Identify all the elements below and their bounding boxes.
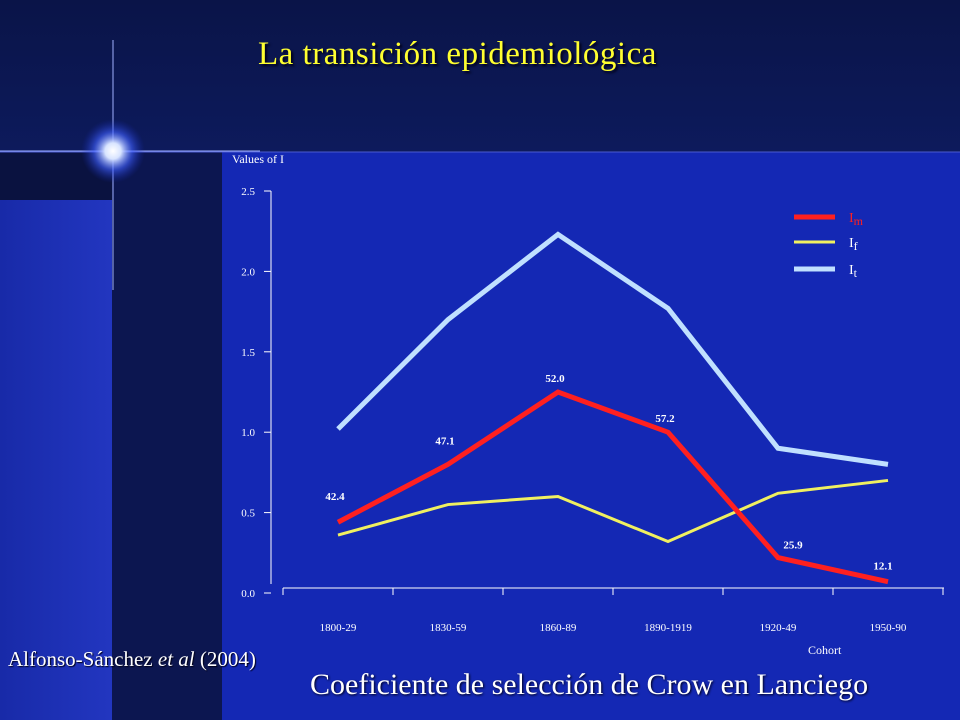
- legend-label-Im: Im: [849, 211, 864, 228]
- x-tick-label: 1830-59: [430, 622, 467, 634]
- citation: Alfonso-Sánchez et al (2004): [8, 647, 256, 672]
- x-tick-label: 1950-90: [870, 622, 907, 634]
- data-label-Im: 42.4: [325, 491, 345, 503]
- citation-year: (2004): [194, 647, 256, 671]
- y-tick-label: 2.0: [241, 266, 255, 278]
- slide-title: La transición epidemiológica: [258, 36, 657, 72]
- slide-subtitle: Coeficiente de selección de Crow en Lanc…: [310, 668, 869, 701]
- y-axis-label: Values of I: [232, 152, 284, 166]
- series-line-Im: [336, 389, 889, 585]
- star-glow-icon: [81, 119, 145, 183]
- x-tick-label: 1800-29: [320, 622, 357, 634]
- y-tick-label: 0.0: [241, 588, 255, 600]
- x-tick-label: 1920-49: [760, 622, 797, 634]
- y-tick-label: 0.5: [241, 508, 255, 520]
- x-axis-label: Cohort: [808, 643, 842, 657]
- x-tick-label: 1860-89: [540, 622, 577, 634]
- chart-legend: Im If It: [794, 211, 864, 280]
- legend-label-If: If: [849, 236, 858, 253]
- legend-label-It: It: [849, 263, 858, 280]
- data-label-Im: 52.0: [545, 373, 565, 385]
- series-line-If: [337, 478, 889, 544]
- x-tick-label: 1890-1919: [644, 622, 692, 634]
- data-label-Im: 57.2: [655, 413, 675, 425]
- citation-etal: et al: [157, 647, 195, 671]
- data-label-Im: 25.9: [783, 540, 803, 552]
- y-tick-label: 1.0: [241, 427, 255, 439]
- data-label-Im: 12.1: [873, 561, 892, 573]
- series-line-It: [336, 231, 889, 467]
- citation-author: Alfonso-Sánchez: [8, 647, 158, 671]
- y-tick-label: 1.5: [241, 347, 255, 359]
- data-label-Im: 47.1: [435, 435, 454, 447]
- y-tick-label: 2.5: [241, 186, 255, 198]
